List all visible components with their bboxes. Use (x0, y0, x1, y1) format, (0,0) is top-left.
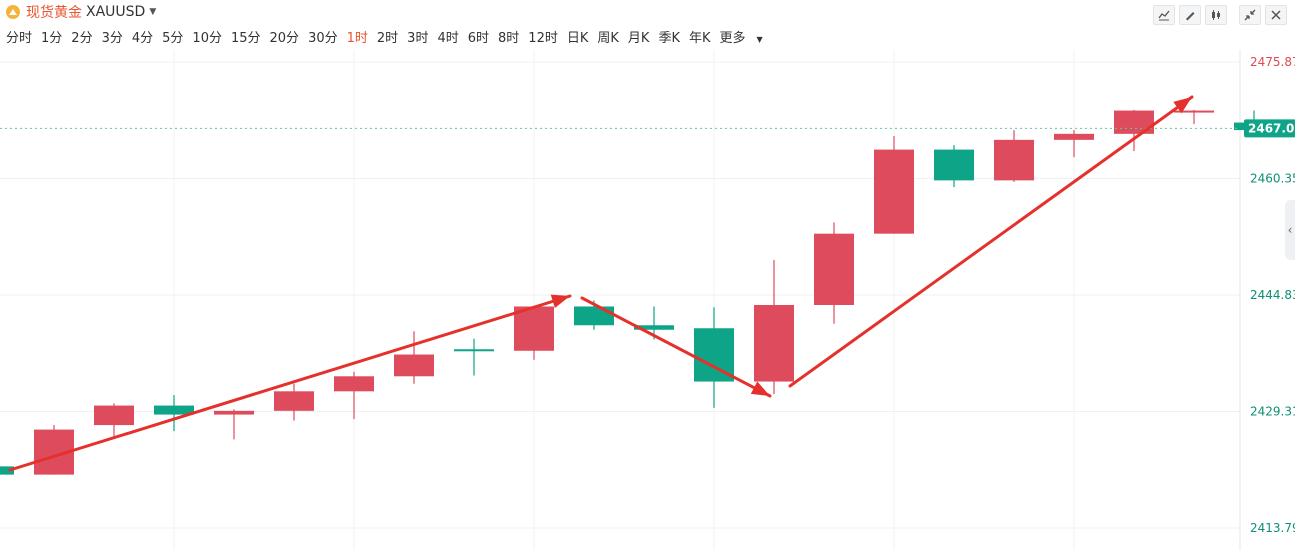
symbol-name: 现货黄金 (26, 5, 82, 21)
y-tick-label: 2475.87 (1250, 55, 1295, 69)
candle-body (1114, 110, 1154, 134)
tab-interval[interactable]: 12时 (528, 31, 558, 46)
candle-body (274, 391, 314, 411)
tab-interval[interactable]: 6时 (467, 31, 490, 46)
close-icon[interactable] (1265, 5, 1287, 25)
tab-interval[interactable]: 5分 (162, 31, 184, 46)
chart-header: 现货黄金 XAUUSD ▼ 分时 1分 2分 3分 4分 5分 10分 15分 … (0, 0, 1295, 50)
symbol-selector[interactable]: 现货黄金 XAUUSD ▼ (6, 3, 156, 21)
candle-body (94, 405, 134, 426)
side-panel-toggle[interactable]: ‹ (1285, 200, 1295, 260)
trend-arrow-up-2 (788, 95, 1194, 388)
tab-interval[interactable]: 分时 (6, 31, 33, 46)
more-label: 更多 (719, 31, 746, 46)
trend-arrow-up-1-head (550, 294, 570, 309)
candle-body (154, 405, 194, 415)
tab-interval[interactable]: 4分 (131, 31, 154, 46)
y-tick-label: 2460.35 (1250, 172, 1295, 186)
candle-body (994, 139, 1034, 181)
candle-body (1174, 110, 1214, 113)
last-price-label: 2467.03 (1248, 121, 1295, 135)
interval-tabs: 分时 1分 2分 3分 4分 5分 10分 15分 20分 30分 1时 2时 … (6, 27, 781, 46)
shrink-icon[interactable] (1239, 5, 1261, 25)
tab-interval[interactable]: 周K (597, 31, 619, 46)
y-tick-label: 2429.31 (1250, 405, 1295, 419)
tab-interval[interactable]: 3分 (101, 31, 123, 46)
tab-interval[interactable]: 3时 (407, 31, 429, 46)
tab-interval[interactable]: 日K (566, 31, 589, 46)
tab-interval[interactable]: 30分 (308, 31, 338, 46)
candlestick-icon[interactable] (1205, 5, 1227, 25)
trend-arrow-down (580, 296, 772, 398)
candle-body (214, 410, 254, 415)
last-price-tag (1244, 119, 1295, 138)
candle-body (934, 149, 974, 181)
y-tick-label: 2444.83 (1250, 288, 1295, 302)
y-tick-label: 2413.79 (1250, 521, 1295, 535)
tab-interval[interactable]: 15分 (230, 31, 261, 46)
tab-interval[interactable]: 2分 (71, 31, 93, 46)
candle-body (814, 233, 854, 305)
tab-interval[interactable]: 2时 (376, 31, 399, 46)
candle-body (514, 306, 554, 351)
candle-body (874, 149, 914, 234)
tab-interval[interactable]: 10分 (192, 31, 222, 46)
trend-arrow-up-2-head (1173, 97, 1192, 114)
tab-interval[interactable]: 季K (658, 31, 680, 46)
candle-body (454, 349, 494, 352)
candle-body (1054, 133, 1094, 140)
chevron-left-icon: ‹ (1287, 223, 1293, 237)
chevron-down-icon: ▼ (149, 7, 157, 17)
candlestick-chart[interactable]: 2475.87 2460.35 2444.83 2429.31 2413.79 2467.… (0, 50, 1295, 550)
toolbar (1149, 5, 1287, 25)
tab-interval[interactable]: 月K (627, 31, 650, 46)
trend-arrow-down-head (750, 381, 770, 396)
candle-body (334, 376, 374, 392)
tab-interval[interactable]: 1分 (41, 31, 63, 46)
trend-arrow-up-1 (8, 294, 572, 472)
tab-interval[interactable]: 年K (688, 31, 711, 46)
tab-interval[interactable]: 4时 (437, 31, 459, 46)
tab-interval[interactable]: 8时 (498, 31, 520, 46)
tab-interval[interactable]: 20分 (269, 31, 300, 46)
gold-logo-icon (6, 5, 20, 19)
candle-body (754, 304, 794, 382)
draw-icon[interactable] (1179, 5, 1201, 25)
candle-body (0, 466, 14, 475)
more-intervals-dropdown[interactable]: 更多 ▼ (720, 27, 772, 46)
chevron-down-icon: ▼ (756, 35, 763, 44)
line-chart-icon[interactable] (1153, 5, 1175, 25)
candle-body (574, 306, 614, 326)
symbol-code: XAUUSD (86, 4, 146, 20)
candle-body (634, 325, 674, 330)
tab-interval-active[interactable]: 1时 (346, 31, 368, 46)
candle-body (394, 354, 434, 377)
